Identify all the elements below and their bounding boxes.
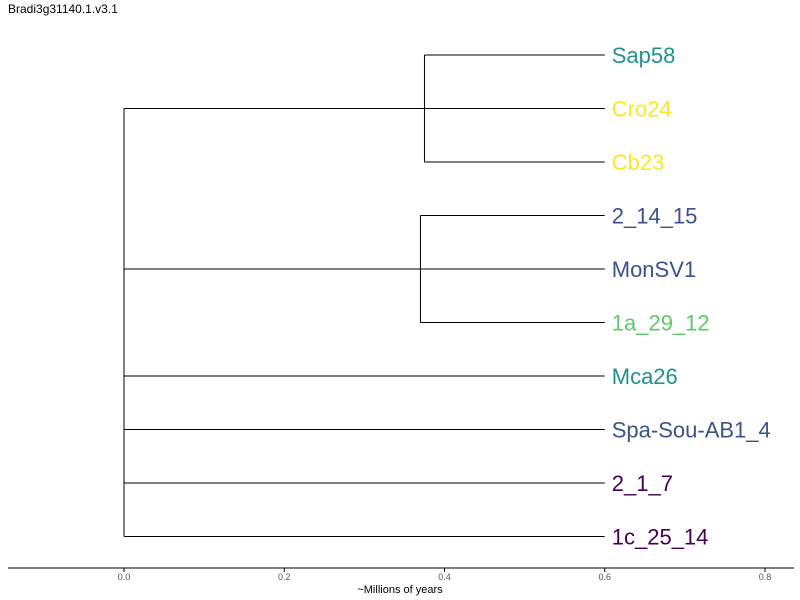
leaf-label-0: Sap58 [612,43,676,68]
x-tick-label-4: 0.8 [759,572,772,582]
leaf-label-4: MonSV1 [612,257,696,282]
leaf-labels: Sap58 Cro24 Cb23 2_14_15 MonSV1 1a_29_12 Mca26… [612,43,771,550]
leaf-label-9: 1c_25_14 [612,525,709,550]
leaf-label-3: 2_14_15 [612,204,698,229]
x-tick-label-0: 0.0 [118,572,131,582]
x-tick-label-2: 0.4 [438,572,451,582]
chart-title: Bradi3g31140.1.v3.1 [8,2,118,16]
x-axis: 0.0 0.2 0.4 0.6 0.8 ~Millions of years [8,567,794,596]
x-tick-label-1: 0.2 [278,572,291,582]
leaf-label-5: 1a_29_12 [612,311,710,336]
leaf-label-1: Cro24 [612,97,672,122]
x-ticks: 0.0 0.2 0.4 0.6 0.8 [118,568,772,582]
leaf-label-7: Spa-Sou-AB1_4 [612,418,771,443]
x-tick-label-3: 0.6 [598,572,611,582]
leaf-label-2: Cb23 [612,150,665,175]
leaf-label-8: 2_1_7 [612,471,673,496]
leaf-label-6: Mca26 [612,364,678,389]
branches [123,54,605,537]
x-axis-label: ~Millions of years [357,584,443,596]
